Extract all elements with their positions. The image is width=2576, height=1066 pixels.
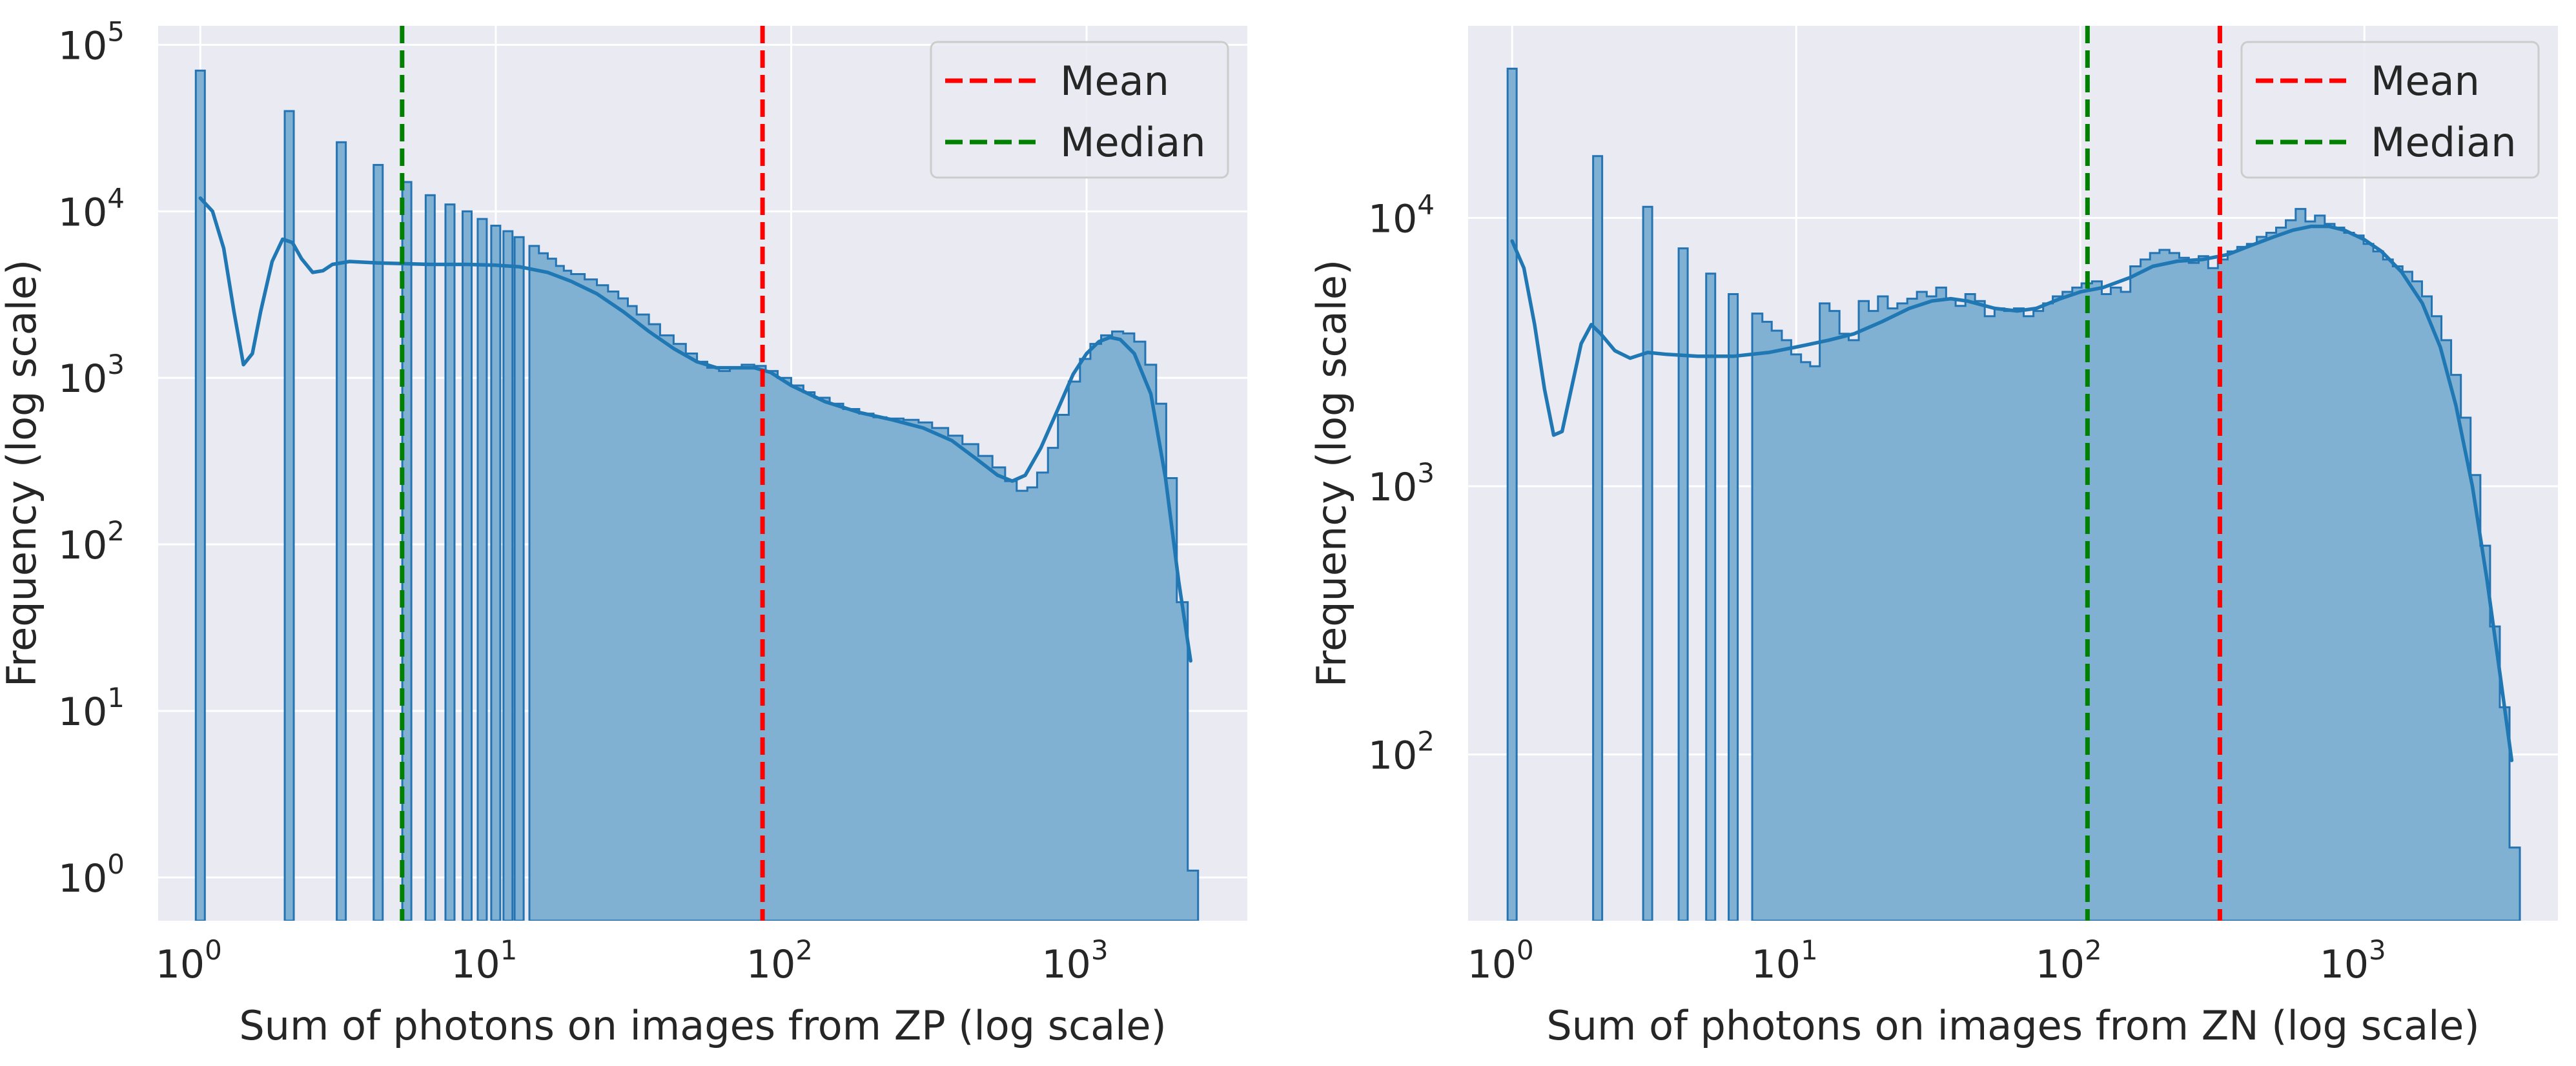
histogram-bar-9 (476, 218, 488, 921)
y-tick-exponent: 5 (107, 15, 125, 47)
x-tick-exponent: 1 (1801, 934, 1818, 966)
histogram-bar-2 (1592, 155, 1604, 921)
histogram-bar-6 (424, 194, 436, 921)
legend-label-mean: Mean (2371, 57, 2480, 105)
x-tick-label: 103 (1041, 934, 1108, 987)
y-tick-label: 103 (58, 349, 125, 402)
histogram-bar-7 (444, 203, 456, 921)
x-tick-label: 102 (746, 934, 813, 987)
x-tick-exponent: 0 (205, 934, 222, 966)
y-tick-exponent: 3 (1417, 457, 1435, 489)
legend-label-mean: Mean (1060, 57, 1169, 105)
x-tick-label: 103 (2320, 934, 2386, 987)
histogram-bar-12 (513, 236, 525, 921)
x-tick-base: 10 (1467, 942, 1517, 987)
x-tick-base: 10 (1752, 942, 1801, 987)
y-tick-label: 102 (1368, 725, 1435, 778)
histogram-bars-continuous (1751, 208, 2521, 921)
y-tick-base: 10 (58, 856, 107, 901)
x-tick-exponent: 2 (795, 934, 813, 966)
y-tick-base: 10 (58, 190, 107, 235)
legend-label-median: Median (1060, 119, 1206, 166)
x-tick-label: 101 (451, 934, 517, 987)
histogram-bar-4 (373, 163, 384, 921)
y-tick-base: 10 (1368, 196, 1417, 241)
x-tick-base: 10 (1041, 942, 1090, 987)
x-tick-exponent: 3 (1091, 934, 1109, 966)
histogram-bar-5 (1705, 272, 1717, 921)
legend: Mean Median (930, 41, 1229, 179)
x-tick-exponent: 3 (2369, 934, 2386, 966)
y-tick-label: 100 (58, 848, 125, 901)
plot-content (1506, 26, 2521, 921)
x-tick-label: 100 (156, 934, 222, 987)
kde-curve (1510, 224, 2514, 763)
x-tick-exponent: 0 (1517, 934, 1534, 966)
y-axis-label: Frequency (log scale) (0, 260, 45, 687)
legend-label-median: Median (2371, 119, 2517, 166)
y-tick-base: 10 (58, 23, 107, 68)
histogram-bar-4 (1677, 247, 1689, 921)
x-axis-label: Sum of photons on images from ZP (log sc… (239, 1002, 1166, 1049)
y-tick-exponent: 2 (1417, 725, 1435, 757)
plot-content (194, 26, 1200, 921)
x-tick-label: 102 (2036, 934, 2102, 987)
x-tick-base: 10 (451, 942, 500, 987)
y-tick-base: 10 (1368, 465, 1417, 510)
x-tick-exponent: 2 (2085, 934, 2102, 966)
y-tick-label: 105 (58, 15, 125, 68)
histogram-bar-1 (194, 69, 206, 921)
y-tick-exponent: 0 (107, 848, 125, 880)
y-tick-base: 10 (58, 523, 107, 568)
y-tick-label: 104 (58, 182, 125, 235)
histogram-bar-1 (1506, 67, 1518, 921)
y-tick-exponent: 4 (1417, 189, 1435, 220)
y-tick-label: 103 (1368, 457, 1435, 510)
histogram-bar-6 (1728, 292, 1739, 921)
y-tick-exponent: 4 (107, 182, 125, 214)
x-tick-base: 10 (2036, 942, 2085, 987)
y-tick-label: 104 (1368, 189, 1435, 241)
histogram-bars-continuous (528, 245, 1200, 921)
histogram-bar-2 (283, 110, 295, 921)
x-axis-label: Sum of photons on images from ZN (log sc… (1546, 1002, 2479, 1049)
y-axis-label: Frequency (log scale) (1308, 260, 1355, 687)
kde-curve (198, 196, 1192, 663)
y-tick-label: 102 (58, 515, 125, 568)
y-tick-exponent: 3 (107, 349, 125, 380)
histogram-bar-11 (502, 230, 514, 921)
x-tick-label: 101 (1752, 934, 1818, 987)
x-tick-base: 10 (156, 942, 205, 987)
y-tick-base: 10 (58, 356, 107, 402)
histogram-bar-3 (336, 141, 347, 921)
histogram-bar-10 (490, 225, 502, 921)
y-tick-base: 10 (58, 690, 107, 735)
y-tick-exponent: 1 (107, 682, 125, 713)
histogram-bar-3 (1642, 205, 1653, 921)
y-tick-label: 101 (58, 682, 125, 735)
y-tick-base: 10 (1368, 733, 1417, 778)
x-tick-base: 10 (746, 942, 795, 987)
x-tick-base: 10 (2320, 942, 2369, 987)
histogram-bar-8 (462, 210, 473, 921)
x-tick-exponent: 1 (500, 934, 518, 966)
legend: Mean Median (2240, 41, 2540, 179)
x-tick-label: 100 (1467, 934, 1534, 987)
y-tick-exponent: 2 (107, 515, 125, 547)
